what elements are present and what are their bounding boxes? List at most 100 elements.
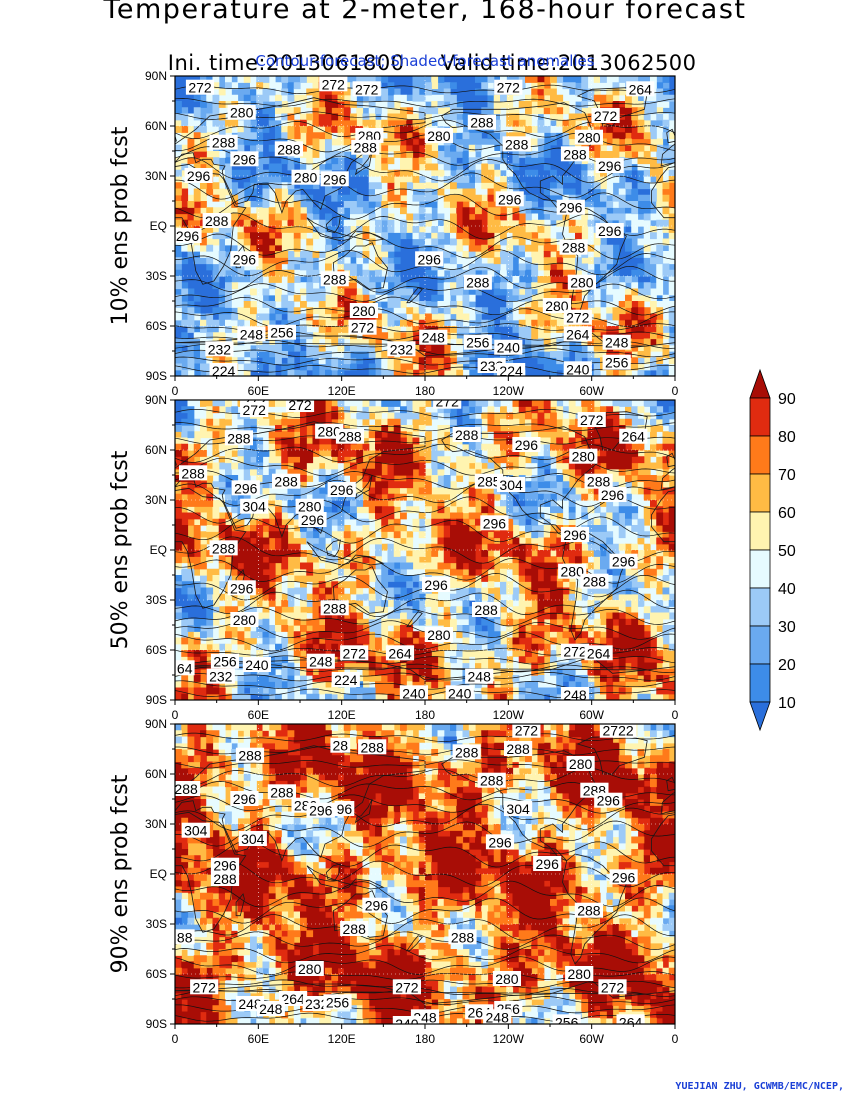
contour-label-bg	[209, 540, 238, 556]
contour-label-bg	[349, 303, 378, 318]
contour-label: 296	[609, 553, 638, 570]
contour-label-bg	[512, 724, 541, 738]
contour-label: 304	[504, 801, 533, 817]
contour-label-text: 288	[505, 136, 529, 152]
init-time: Ini. time:2013061800	[167, 51, 405, 75]
contour-label-bg	[256, 1001, 285, 1016]
contour-line	[175, 422, 675, 432]
colorbar-segment	[749, 435, 771, 475]
coastline	[235, 893, 245, 917]
contour-label: 296	[230, 151, 259, 167]
contour-label: 288	[448, 929, 477, 945]
contour-label-bg	[272, 473, 301, 489]
contour-line	[175, 172, 675, 200]
contour-label: 304	[181, 822, 210, 839]
contour-label: 272	[512, 724, 541, 739]
contour-label-bg	[415, 251, 444, 267]
contour-label: 288	[235, 747, 265, 764]
contour-label: 248	[560, 687, 590, 700]
contour-label-bg	[467, 114, 496, 130]
contour-label-bg	[334, 801, 355, 816]
contour-label: 288	[179, 465, 208, 481]
time-info: Ini. time:2013061800 Valid time:201306250…	[0, 27, 850, 75]
contour-label-bg	[602, 334, 631, 350]
contour-label: 248	[483, 1009, 512, 1024]
contour-label: 272	[285, 400, 315, 413]
coastline	[175, 487, 675, 609]
lat-label: 30N	[145, 169, 167, 183]
contour-label-bg	[552, 1014, 581, 1024]
contour-label-bg	[609, 553, 638, 569]
contour-label-text: 288	[277, 141, 301, 157]
contour-label-bg	[298, 512, 327, 527]
contour-label-text: 240	[497, 340, 521, 356]
contour-label-text: 288	[227, 430, 251, 446]
contour-label: 272	[598, 979, 627, 995]
coastline	[175, 163, 675, 285]
page-title: Temperature at 2-meter, 168-hour forecas…	[103, 0, 747, 25]
contour-label-bg	[387, 341, 416, 357]
contour-label-bg	[348, 319, 377, 335]
contour-label-text: 296	[536, 856, 560, 872]
contour-label-bg	[238, 831, 267, 846]
contour-label-text: 240	[566, 361, 590, 377]
contour-label-bg	[472, 602, 501, 617]
contour-label-text: 272	[601, 979, 625, 995]
contour-label-text: 288	[354, 140, 378, 156]
contour-label-bg	[533, 856, 562, 871]
contour-label-bg	[355, 128, 384, 143]
lon-label: 120W	[493, 384, 525, 398]
contour-label-text: 288	[205, 213, 229, 229]
contour-label-bg	[463, 334, 492, 350]
contour-label: 232	[205, 341, 234, 357]
contour-label: 280	[291, 169, 320, 186]
contour-label-bg	[227, 580, 256, 596]
contour-label: 280	[492, 971, 521, 987]
contour-label-text: 256	[213, 654, 237, 670]
contour-label: 288	[358, 739, 387, 755]
contour-label-bg	[567, 274, 596, 290]
contour-label: 272	[340, 645, 369, 661]
shading-cells	[175, 76, 675, 376]
contour-label-text: 264	[281, 991, 305, 1007]
contour-label-text: 296	[323, 171, 347, 187]
contour-label-bg	[227, 104, 256, 120]
contour-label: 272	[240, 402, 269, 418]
contour-label-text: 288	[361, 739, 385, 755]
contour-label-text: 264	[587, 645, 611, 661]
contour-label-text: 264	[622, 429, 646, 445]
contour-label: 232	[206, 668, 235, 685]
contour-label: 296	[415, 251, 444, 267]
colorbar-label: 40	[778, 581, 796, 598]
contour-label-bg	[616, 1014, 645, 1024]
contour-label-bg	[230, 151, 259, 167]
contour-label: 296	[485, 834, 515, 850]
contour-label-bg	[419, 329, 448, 345]
panel-ylabel: 10% ens prob fcst	[108, 126, 133, 325]
contour-label-bg	[181, 822, 210, 838]
contour-label-bg	[274, 141, 303, 157]
contour-label-bg	[340, 645, 369, 661]
contour-label: 264	[616, 1014, 645, 1024]
lon-label: 60W	[579, 384, 604, 398]
contour-label-bg	[295, 498, 324, 514]
coastline	[332, 242, 388, 290]
contour-label: 296	[362, 897, 391, 914]
contour-label: 288	[320, 271, 349, 287]
contour-label-bg	[504, 801, 533, 816]
contour-label-text: 288	[181, 465, 205, 481]
contour-label-bg	[230, 251, 259, 267]
contour-label: 264	[563, 326, 592, 342]
contour-line	[175, 98, 675, 108]
contour-label-text: 64	[177, 660, 193, 676]
contour-label-bg	[563, 326, 592, 342]
contour-label-text: 288	[455, 744, 479, 760]
contour-label-bg	[595, 223, 624, 238]
contour-label-text: 288	[455, 427, 479, 443]
contour-label: 288	[504, 741, 533, 757]
contour-label-text: 296	[612, 869, 636, 885]
contour-label-text: 288	[212, 540, 236, 556]
